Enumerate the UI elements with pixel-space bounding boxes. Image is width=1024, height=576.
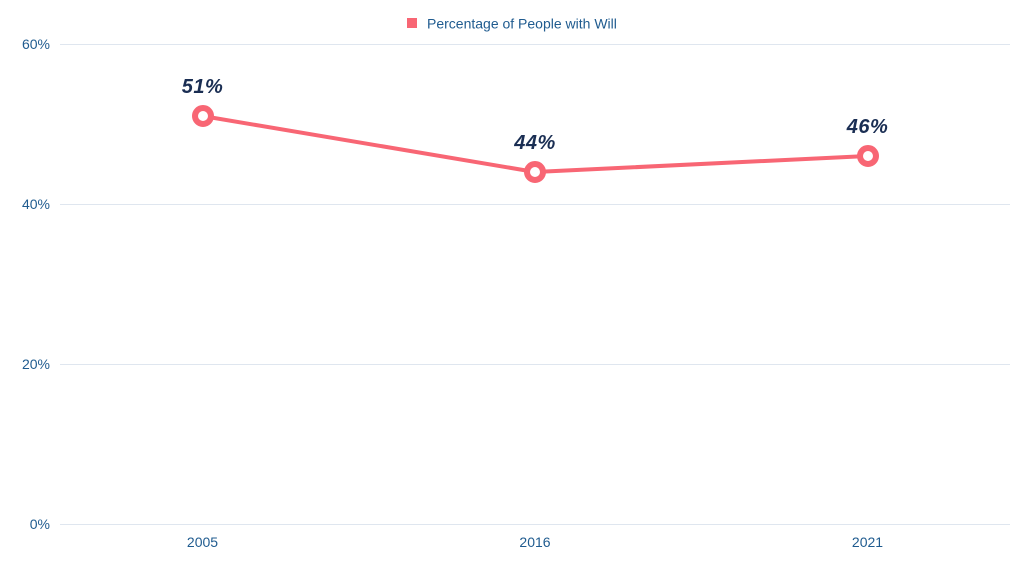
data-label: 51% <box>182 76 224 99</box>
marker-ring-icon <box>192 105 214 127</box>
data-label: 46% <box>847 116 889 139</box>
line-chart: Percentage of People with Will 0% 20% 40% 6… <box>0 0 1024 576</box>
x-tick-label: 2016 <box>519 534 550 550</box>
x-tick-label: 2021 <box>852 534 883 550</box>
data-point <box>857 145 879 167</box>
data-point <box>524 161 546 183</box>
gridline <box>60 204 1010 205</box>
marker-ring-icon <box>524 161 546 183</box>
plot-area: 0%20%40%60%20052016202151%44%46% <box>60 44 1010 524</box>
gridline <box>60 364 1010 365</box>
y-tick-label: 20% <box>22 356 50 372</box>
legend-label: Percentage of People with Will <box>427 15 617 31</box>
chart-legend: Percentage of People with Will <box>0 14 1024 31</box>
y-tick-label: 60% <box>22 36 50 52</box>
y-tick-label: 40% <box>22 196 50 212</box>
legend-marker-icon <box>407 18 417 28</box>
y-tick-label: 0% <box>30 516 50 532</box>
data-point <box>192 105 214 127</box>
marker-ring-icon <box>857 145 879 167</box>
gridline <box>60 44 1010 45</box>
data-label: 44% <box>514 132 556 155</box>
x-tick-label: 2005 <box>187 534 218 550</box>
gridline <box>60 524 1010 525</box>
